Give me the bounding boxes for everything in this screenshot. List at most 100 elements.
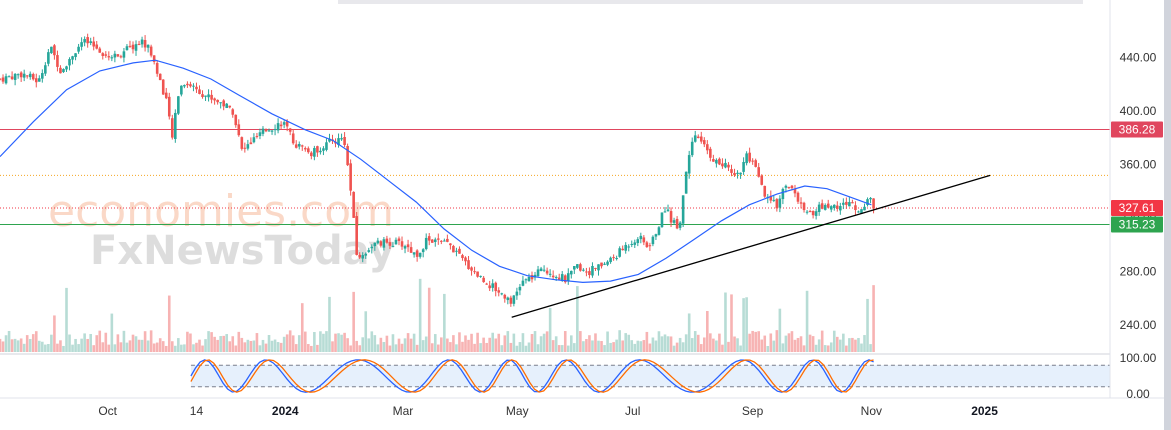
candle[interactable] — [7, 75, 11, 78]
candle[interactable] — [95, 41, 99, 50]
candle[interactable] — [143, 35, 147, 52]
candle[interactable] — [355, 212, 358, 256]
candle[interactable] — [161, 79, 165, 95]
candle[interactable] — [497, 287, 501, 297]
candle[interactable] — [621, 245, 624, 251]
candle[interactable] — [352, 191, 355, 218]
candle[interactable] — [424, 233, 428, 251]
candle[interactable] — [709, 146, 712, 162]
top-scroll-strip[interactable] — [338, 0, 1083, 4]
candle[interactable] — [551, 270, 555, 280]
candle[interactable] — [645, 240, 649, 248]
candle[interactable] — [155, 60, 159, 77]
candle[interactable] — [702, 137, 706, 148]
candle[interactable] — [421, 248, 425, 258]
candle[interactable] — [340, 133, 343, 141]
candle[interactable] — [131, 41, 135, 54]
candle[interactable] — [146, 44, 150, 53]
candle[interactable] — [866, 197, 869, 207]
candle[interactable] — [16, 73, 20, 79]
candle[interactable] — [736, 170, 739, 179]
candle[interactable] — [34, 73, 38, 88]
candle[interactable] — [799, 197, 803, 209]
candle[interactable] — [618, 246, 621, 258]
candle[interactable] — [376, 237, 380, 245]
candle[interactable] — [273, 124, 277, 136]
candle[interactable] — [89, 37, 92, 46]
candle[interactable] — [687, 150, 691, 179]
candle[interactable] — [594, 267, 597, 272]
candle[interactable] — [343, 132, 346, 148]
candle[interactable] — [110, 55, 114, 62]
candle[interactable] — [198, 85, 201, 95]
candle[interactable] — [612, 254, 615, 261]
candle[interactable] — [149, 44, 153, 58]
candle[interactable] — [140, 36, 144, 48]
candle[interactable] — [772, 195, 776, 203]
candle[interactable] — [122, 48, 126, 63]
candle[interactable] — [802, 201, 806, 213]
candle[interactable] — [600, 262, 603, 269]
candle[interactable] — [491, 279, 495, 292]
candle[interactable] — [461, 253, 464, 261]
candle[interactable] — [74, 53, 77, 61]
candle[interactable] — [851, 199, 854, 204]
candle[interactable] — [1, 74, 5, 84]
candle[interactable] — [134, 40, 138, 56]
candle[interactable] — [47, 49, 50, 67]
candle[interactable] — [488, 280, 491, 292]
candle[interactable] — [385, 235, 389, 244]
candle[interactable] — [699, 131, 703, 144]
candle[interactable] — [473, 266, 476, 275]
candle[interactable] — [433, 237, 437, 247]
candle[interactable] — [246, 139, 250, 151]
candle[interactable] — [186, 81, 189, 88]
candle[interactable] — [657, 226, 661, 236]
candle[interactable] — [518, 283, 522, 296]
candle[interactable] — [128, 40, 132, 48]
candle[interactable] — [297, 141, 301, 150]
candle[interactable] — [476, 271, 479, 278]
candle[interactable] — [530, 271, 534, 283]
candle[interactable] — [681, 195, 685, 228]
candle[interactable] — [579, 262, 582, 272]
candle[interactable] — [388, 237, 392, 249]
trend-line[interactable] — [511, 174, 991, 318]
candle[interactable] — [137, 40, 141, 46]
candle[interactable] — [279, 121, 283, 130]
candle[interactable] — [394, 237, 398, 245]
candle[interactable] — [651, 235, 655, 247]
candle[interactable] — [92, 36, 96, 51]
candlesticks[interactable] — [0, 33, 875, 307]
candle[interactable] — [101, 52, 105, 60]
candle[interactable] — [751, 158, 754, 165]
candle[interactable] — [464, 256, 467, 266]
candle[interactable] — [255, 132, 259, 139]
candle[interactable] — [793, 184, 797, 198]
candle[interactable] — [219, 102, 222, 109]
candle[interactable] — [158, 73, 162, 81]
candle[interactable] — [44, 62, 47, 76]
candle[interactable] — [195, 82, 198, 93]
candle[interactable] — [361, 252, 365, 263]
candle[interactable] — [59, 65, 62, 74]
candle[interactable] — [62, 68, 65, 73]
candle[interactable] — [240, 136, 244, 151]
candle[interactable] — [294, 140, 298, 149]
candle[interactable] — [22, 69, 26, 82]
candle[interactable] — [77, 43, 80, 54]
candle[interactable] — [225, 102, 229, 109]
candle[interactable] — [624, 242, 628, 254]
candle[interactable] — [539, 266, 543, 272]
candle[interactable] — [119, 54, 123, 59]
candle[interactable] — [796, 191, 800, 204]
candle[interactable] — [267, 128, 271, 132]
candle[interactable] — [615, 255, 618, 261]
candle[interactable] — [863, 203, 866, 211]
candle[interactable] — [727, 162, 730, 172]
candle[interactable] — [98, 46, 102, 53]
candle[interactable] — [693, 130, 697, 143]
candle[interactable] — [86, 33, 89, 48]
candle[interactable] — [10, 71, 14, 81]
candle[interactable] — [696, 134, 700, 139]
